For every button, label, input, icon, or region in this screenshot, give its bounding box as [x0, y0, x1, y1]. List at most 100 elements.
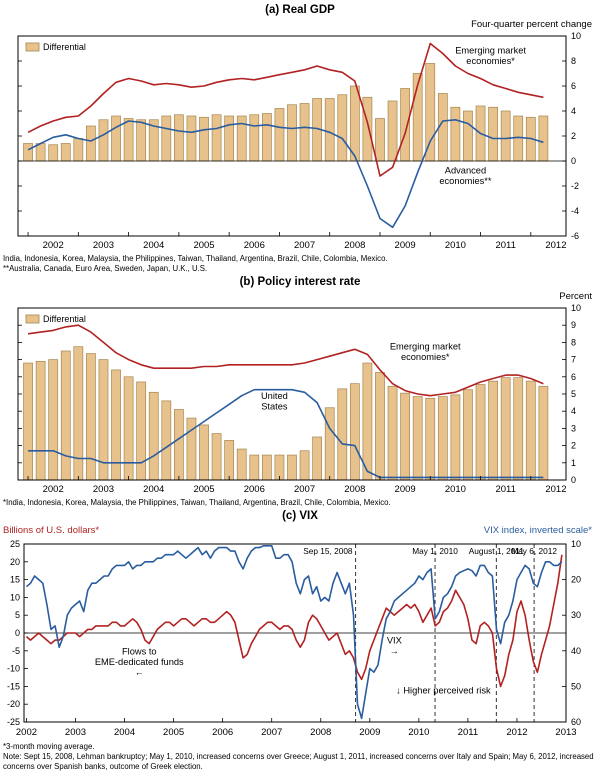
svg-text:2012: 2012	[506, 727, 527, 738]
svg-text:-15: -15	[7, 681, 20, 691]
panel-a-chart: 10 8 6 4 2 0 -2 -4 -6 2002 2003 2004 2005 2006 2007 200…	[17, 31, 581, 251]
svg-text:2008: 2008	[344, 240, 365, 251]
svg-text:-6: -6	[571, 231, 579, 241]
panel-b-footnote-1: *India, Indonesia, Korea, Malaysia, the …	[3, 497, 391, 507]
panel-a: (a) Real GDP Four-quarter percent change…	[0, 4, 600, 274]
svg-text:4: 4	[571, 106, 576, 116]
svg-text:2007: 2007	[294, 240, 315, 251]
svg-text:15: 15	[10, 575, 20, 585]
svg-text:August 1, 2011: August 1, 2011	[469, 546, 525, 556]
svg-text:50: 50	[571, 681, 581, 691]
svg-text:2002: 2002	[43, 240, 64, 251]
svg-text:2004: 2004	[114, 727, 135, 738]
svg-text:20: 20	[571, 575, 581, 585]
svg-text:9: 9	[571, 320, 576, 330]
svg-text:2005: 2005	[163, 727, 184, 738]
svg-text:5: 5	[571, 389, 576, 399]
panel-c: (c) VIX Billions of U.S. dollars* VIX in…	[0, 510, 600, 772]
svg-text:3: 3	[571, 423, 576, 433]
svg-text:2005: 2005	[193, 240, 214, 251]
svg-text:-4: -4	[571, 206, 579, 216]
svg-text:2005: 2005	[193, 484, 214, 495]
svg-text:2011: 2011	[495, 484, 515, 495]
svg-text:2012: 2012	[545, 240, 566, 251]
svg-text:↓ Higher perceived risk: ↓ Higher perceived risk	[396, 685, 491, 695]
svg-text:2008: 2008	[310, 727, 331, 738]
svg-text:2006: 2006	[244, 240, 265, 251]
panel-c-title: (c) VIX	[282, 509, 318, 522]
svg-text:-20: -20	[7, 699, 20, 709]
panel-a-footnote-2: **Australia, Canada, Euro Area, Sweden, …	[3, 263, 208, 273]
svg-text:2: 2	[571, 131, 576, 141]
svg-text:2004: 2004	[143, 240, 164, 251]
svg-text:2010: 2010	[408, 727, 429, 738]
svg-text:2009: 2009	[395, 484, 416, 495]
panel-a-unit-label: Four-quarter percent change	[471, 19, 592, 30]
panel-c-footnote-1: *3-month moving average.	[3, 741, 95, 751]
svg-text:Sep 15, 2008: Sep 15, 2008	[303, 546, 353, 556]
svg-text:6: 6	[571, 372, 576, 382]
svg-text:2003: 2003	[93, 240, 114, 251]
svg-text:10: 10	[571, 303, 581, 313]
svg-text:2009: 2009	[395, 240, 416, 251]
svg-text:2008: 2008	[344, 484, 365, 495]
svg-text:5: 5	[15, 610, 20, 620]
svg-text:4: 4	[571, 406, 576, 416]
panel-a-title: (a) Real GDP	[265, 4, 335, 16]
svg-text:2003: 2003	[65, 727, 86, 738]
panel-c-right-axis-title: VIX index, inverted scale*	[483, 524, 592, 536]
svg-text:2007: 2007	[261, 727, 282, 738]
svg-text:30: 30	[571, 610, 581, 620]
svg-text:2: 2	[571, 441, 576, 451]
svg-text:2006: 2006	[244, 484, 265, 495]
svg-text:40: 40	[571, 646, 581, 656]
svg-text:60: 60	[571, 717, 581, 727]
svg-text:10: 10	[571, 539, 581, 549]
panel-a-unit-row: Four-quarter percent change	[0, 17, 600, 30]
svg-text:2002: 2002	[16, 727, 37, 738]
svg-text:-2: -2	[571, 181, 579, 191]
panel-c-chart: 2520151050-5-10-15-20-251020304050602002…	[7, 539, 581, 738]
svg-text:Differential: Differential	[43, 42, 86, 52]
svg-text:20: 20	[10, 557, 20, 567]
svg-text:Differential: Differential	[43, 314, 86, 324]
panel-b-unit-label: Percent	[559, 290, 592, 302]
svg-text:8: 8	[571, 337, 576, 347]
svg-text:-10: -10	[7, 664, 20, 674]
svg-text:6: 6	[571, 81, 576, 91]
svg-text:2011: 2011	[458, 727, 478, 738]
svg-text:2003: 2003	[93, 484, 114, 495]
svg-text:2009: 2009	[359, 727, 380, 738]
svg-text:10: 10	[10, 592, 20, 602]
svg-text:8: 8	[571, 56, 576, 66]
svg-text:0: 0	[571, 475, 576, 485]
panel-b-unit-row: Percent	[0, 289, 600, 302]
svg-text:-25: -25	[7, 717, 20, 727]
panel-c-left-axis-title: Billions of U.S. dollars*	[3, 524, 100, 536]
svg-text:2010: 2010	[445, 240, 466, 251]
svg-text:25: 25	[10, 539, 20, 549]
svg-text:2011: 2011	[495, 240, 515, 251]
svg-text:May 1, 2010: May 1, 2010	[412, 546, 458, 556]
svg-text:VIX→: VIX →	[387, 636, 402, 657]
svg-text:2010: 2010	[445, 484, 466, 495]
svg-text:-5: -5	[12, 646, 20, 656]
svg-text:2004: 2004	[143, 484, 164, 495]
panel-b-title: (b) Policy interest rate	[239, 275, 361, 288]
panel-c-axis-titles: Billions of U.S. dollars* VIX index, inv…	[0, 523, 600, 536]
svg-text:2002: 2002	[43, 484, 64, 495]
svg-text:2007: 2007	[294, 484, 315, 495]
svg-text:0: 0	[15, 628, 20, 638]
panel-b: (b) Policy interest rate Percent 10 9 8 7 6 5…	[0, 276, 600, 508]
panel-c-footnote-2: Note: Sept 15, 2008, Lehman bankruptcy; …	[3, 751, 594, 771]
svg-text:1: 1	[571, 458, 576, 468]
svg-text:2013: 2013	[555, 727, 576, 738]
